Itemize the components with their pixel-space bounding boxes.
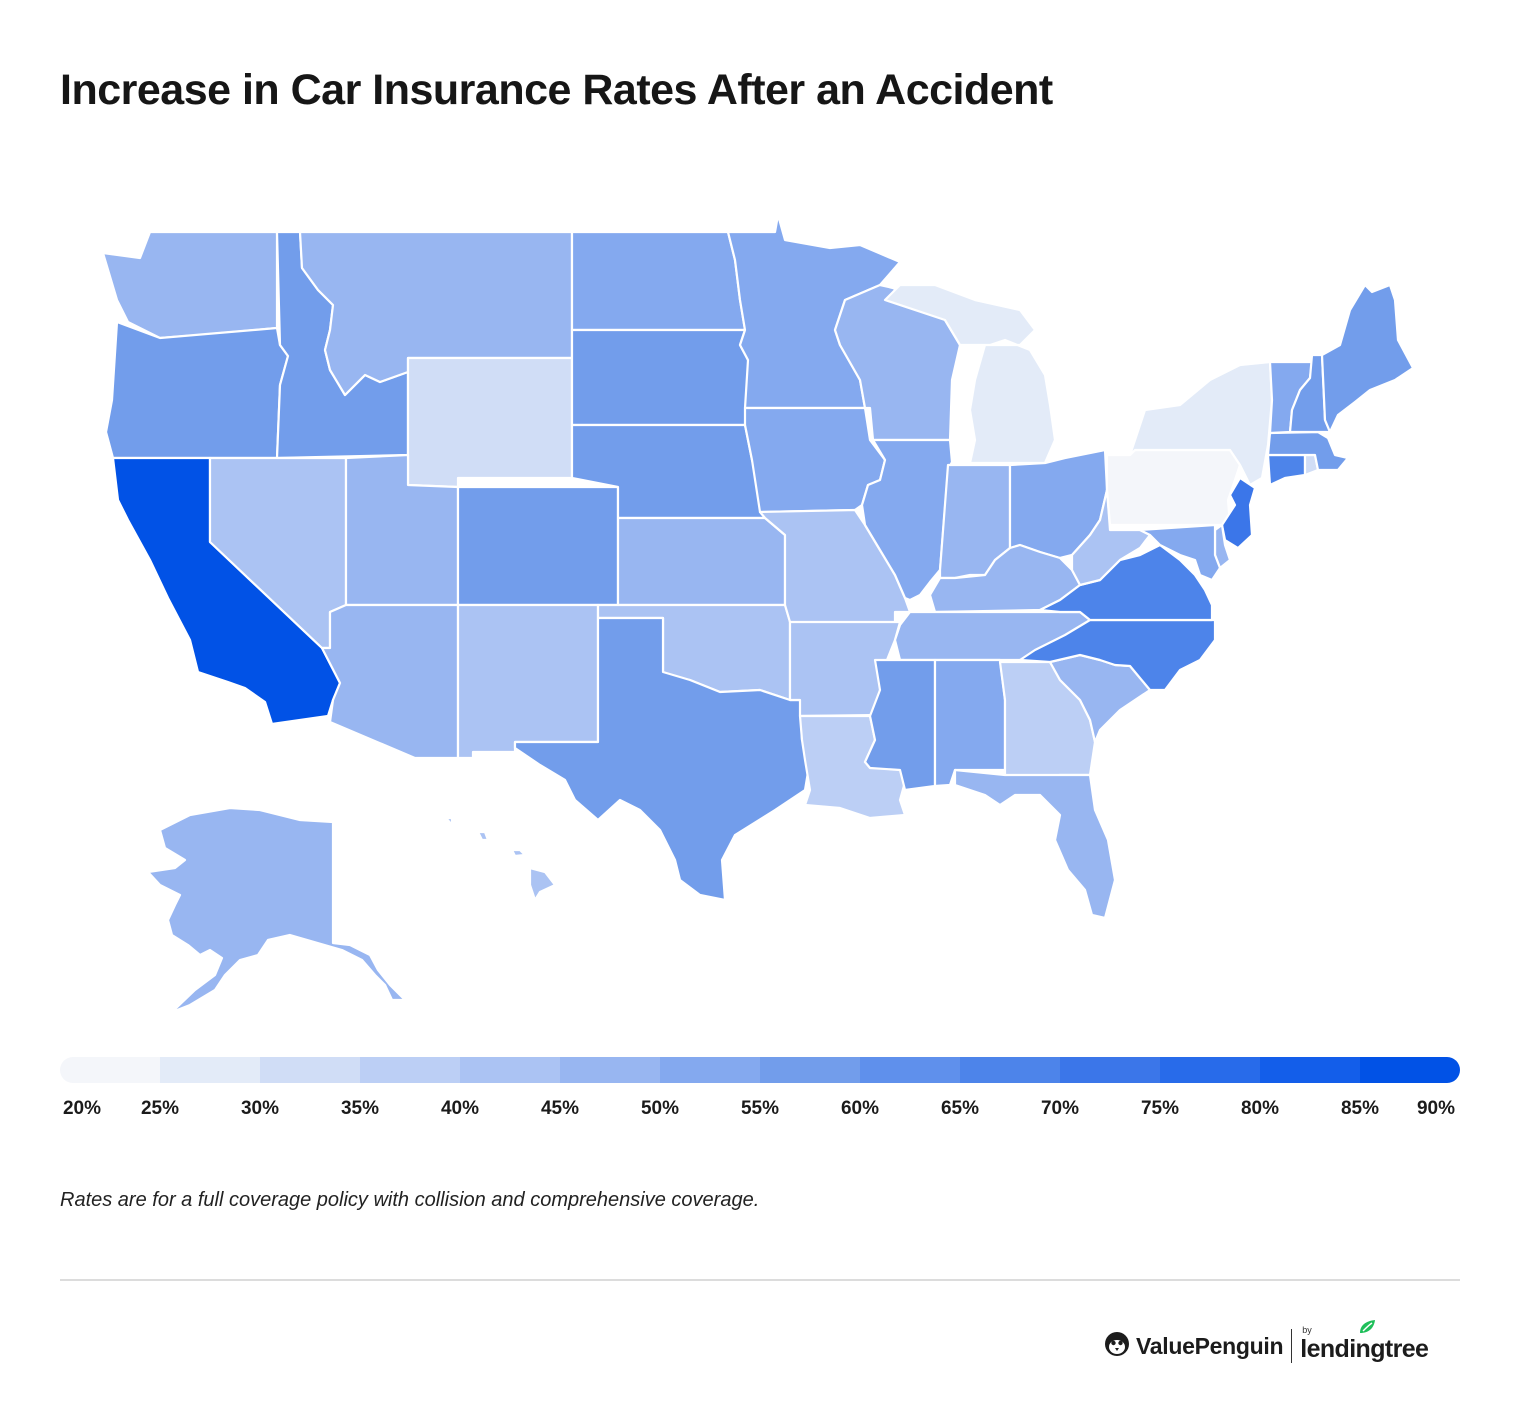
legend-label: 35% [340, 1098, 380, 1119]
leaf-icon [1358, 1319, 1376, 1340]
brand-separator [1291, 1329, 1293, 1363]
legend-label: 20% [62, 1098, 102, 1119]
state-KS[interactable] [616, 516, 787, 607]
legend-swatch-60-65 [860, 1057, 960, 1083]
state-HI[interactable] [444, 816, 557, 902]
lendingtree-logo: by lendingtree [1300, 1319, 1429, 1364]
legend-swatch-30-35 [260, 1057, 360, 1083]
legend-label: 45% [540, 1098, 580, 1119]
state-TX[interactable] [513, 616, 812, 902]
legend-swatch-45-50 [560, 1057, 660, 1083]
state-FL[interactable] [953, 768, 1117, 920]
state-NM[interactable] [456, 603, 600, 760]
map-canvas [101, 213, 1415, 1014]
legend-label: 90% [1416, 1098, 1456, 1119]
state-AK[interactable] [146, 806, 407, 1014]
legend-swatch-75-80 [1160, 1057, 1260, 1083]
legend-label: 40% [440, 1098, 480, 1119]
state-SD[interactable] [570, 328, 754, 427]
state-MI[interactable] [883, 283, 1057, 465]
lendingtree-wordmark: lendingtree [1300, 1334, 1429, 1363]
legend-swatch-80-85 [1260, 1057, 1360, 1083]
by-label: by [1302, 1324, 1312, 1335]
state-MD[interactable] [1138, 523, 1222, 582]
brand-logo: ValuePenguin by lendingtree [1104, 1319, 1429, 1366]
state-ND[interactable] [570, 230, 747, 332]
penguin-icon [1104, 1331, 1130, 1362]
legend-swatch-40-45 [460, 1057, 560, 1083]
state-WA[interactable] [101, 230, 279, 340]
legend-label: 85% [1340, 1098, 1380, 1119]
state-WI[interactable] [833, 283, 962, 442]
state-WY[interactable] [406, 356, 574, 489]
state-CT[interactable] [1266, 453, 1307, 487]
legend-label: 25% [140, 1098, 180, 1119]
state-AZ[interactable] [320, 603, 460, 760]
chart-title: Increase in Car Insurance Rates After an… [60, 66, 1053, 114]
footer-divider [60, 1279, 1460, 1281]
legend-label: 55% [740, 1098, 780, 1119]
state-NC[interactable] [1018, 618, 1217, 692]
state-ME[interactable] [1320, 283, 1415, 434]
valuepenguin-wordmark: ValuePenguin [1136, 1332, 1284, 1359]
state-AL[interactable] [933, 658, 1007, 788]
legend-swatch-20-25 [60, 1057, 160, 1083]
state-CO[interactable] [456, 485, 620, 607]
color-scale-legend [60, 1057, 1460, 1083]
legend-swatch-50-55 [660, 1057, 760, 1083]
state-OR[interactable] [104, 320, 290, 460]
legend-label: 80% [1240, 1098, 1280, 1119]
legend-label: 50% [640, 1098, 680, 1119]
legend-swatch-85-90 [1360, 1057, 1460, 1083]
legend-label: 30% [240, 1098, 280, 1119]
legend-labels: 20% 25% 30% 35% 40% 45% 50% 55% 60% 65% … [60, 1098, 1460, 1124]
legend-swatch-55-60 [760, 1057, 860, 1083]
state-MA[interactable] [1266, 430, 1350, 472]
state-PA[interactable] [1105, 448, 1242, 527]
valuepenguin-logo: ValuePenguin [1104, 1331, 1284, 1362]
us-choropleth-map [90, 210, 1430, 1030]
legend-swatch-70-75 [1060, 1057, 1160, 1083]
legend-label: 75% [1140, 1098, 1180, 1119]
legend-swatch-25-30 [160, 1057, 260, 1083]
state-NJ[interactable] [1220, 476, 1257, 550]
legend-swatch-65-70 [960, 1057, 1060, 1083]
footnote: Rates are for a full coverage policy wit… [60, 1189, 760, 1211]
legend-swatch-35-40 [360, 1057, 460, 1083]
legend-label: 70% [1040, 1098, 1080, 1119]
legend-label: 60% [840, 1098, 880, 1119]
legend-label: 65% [940, 1098, 980, 1119]
